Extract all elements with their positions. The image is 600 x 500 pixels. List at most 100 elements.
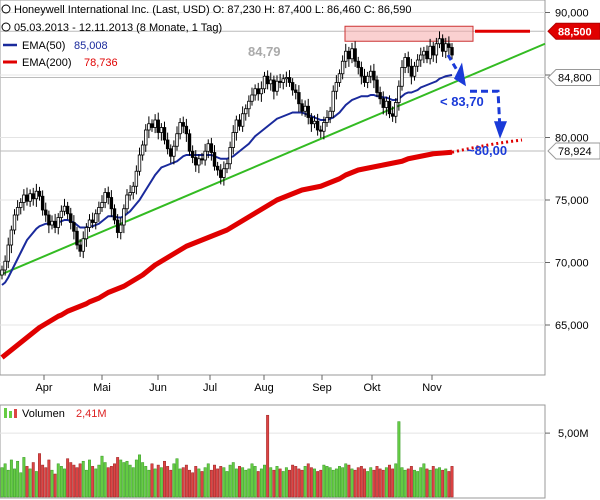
volume-bar (169, 469, 173, 498)
candle-body (306, 105, 310, 118)
ema200-projection (451, 138, 523, 154)
y-tick-label: 80,000 (555, 133, 589, 145)
candle-body (128, 192, 132, 196)
volume-bar (138, 454, 141, 498)
volume-bar (413, 469, 416, 498)
candle-body (206, 143, 210, 152)
candle-body (297, 92, 301, 105)
candle-body (403, 57, 407, 68)
volume-bar (72, 464, 76, 498)
volume-bar (322, 464, 326, 498)
candle-body (122, 208, 126, 226)
candle-body (0, 269, 4, 276)
x-axis-ticks: Apr Mai Jun Jul Aug Sep Okt Nov (35, 375, 442, 394)
volume-bar (6, 469, 10, 498)
ema50-price-tag-box (547, 69, 600, 86)
volume-bar (397, 421, 401, 498)
candle-body (215, 165, 220, 171)
volume-tick-label: 5,00M (558, 428, 589, 440)
candle-body (44, 209, 48, 216)
candle-body (347, 50, 351, 60)
candle-body (325, 117, 329, 123)
y-tick-label: 70,000 (555, 258, 589, 270)
volume-bar (75, 467, 79, 498)
candle-body (353, 48, 357, 62)
candle-body (194, 157, 198, 166)
period-circle-icon[interactable] (1, 22, 11, 32)
volume-bar (263, 464, 266, 498)
x-tick-label: Sep (312, 382, 332, 394)
candle-body (225, 163, 229, 170)
volume-bar (316, 471, 320, 498)
candle-body (231, 132, 235, 148)
candle-body (375, 79, 379, 93)
volume-bar (9, 459, 13, 498)
volume-bar (144, 466, 148, 498)
ema50-legend-label: EMA(50) (22, 40, 65, 52)
candle-body (334, 82, 339, 92)
volume-bar (428, 469, 432, 498)
candle-body (131, 185, 135, 193)
volume-bar (200, 471, 204, 498)
ema200-price-tag-label: 78,924 (558, 146, 592, 158)
candle-body (84, 227, 89, 240)
volume-bar (331, 469, 335, 498)
volume-bar (38, 453, 41, 498)
candle-body (134, 170, 139, 187)
volume-bar (341, 467, 345, 498)
candle-body (265, 75, 270, 85)
candle-body (447, 43, 451, 48)
volume-bar (438, 467, 441, 498)
candle-body (278, 80, 282, 83)
candle-body (15, 207, 20, 216)
volume-bar (22, 457, 26, 498)
candle-body (112, 208, 117, 221)
volume-bar (175, 458, 179, 498)
x-tick-label: Aug (254, 382, 274, 394)
candle-body (53, 220, 57, 228)
volume-bar (306, 463, 310, 498)
candle-body (240, 113, 245, 127)
candle-body (256, 88, 260, 95)
candle-body (384, 100, 389, 108)
candle-body (434, 43, 439, 56)
volume-bar (378, 468, 382, 498)
volume-bar (253, 466, 257, 498)
volume-bar (278, 468, 282, 498)
volume-bar (66, 458, 70, 498)
candle-body (281, 78, 285, 83)
x-tick-label: Apr (35, 382, 52, 394)
arrow-segment-2 (470, 89, 502, 131)
volume-bar (69, 462, 73, 498)
volume-bar (328, 467, 332, 498)
settings-circle-icon[interactable] (1, 4, 11, 14)
volume-bar (334, 468, 338, 498)
candle-body (359, 67, 364, 77)
volume-bar (419, 467, 423, 498)
trendline (0, 42, 546, 276)
volume-bar (425, 468, 429, 498)
x-tick-label: Nov (422, 382, 442, 394)
volume-bar (291, 464, 295, 498)
candle-body (328, 110, 332, 118)
candle-body (212, 152, 217, 167)
candle-body (412, 65, 417, 77)
volume-bar (53, 473, 57, 498)
candle-body (172, 145, 176, 157)
volume-bar (178, 468, 182, 498)
candle-body (284, 77, 289, 80)
volume-bar (384, 467, 388, 498)
ema50-legend-value: 85,008 (74, 40, 108, 52)
candle-body (81, 238, 85, 252)
candle-body (340, 60, 345, 75)
volume-bar (97, 464, 101, 498)
x-tick-label: Jul (203, 382, 217, 394)
candle-body (431, 45, 435, 56)
volume-bar (19, 472, 23, 498)
candle-body (303, 105, 307, 112)
volume-bar (375, 466, 379, 498)
volume-bar (303, 466, 307, 498)
candle-body (272, 79, 276, 92)
price-tags: 88,500 84,800 78,924 (547, 22, 600, 160)
volume-bar (119, 459, 123, 498)
